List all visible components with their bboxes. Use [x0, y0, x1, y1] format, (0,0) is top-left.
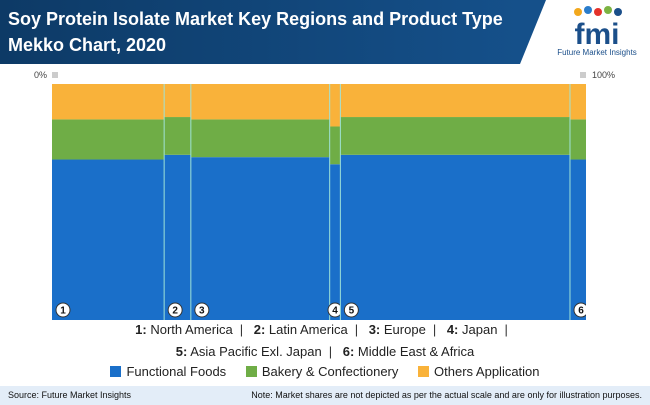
logo-mark: fmi — [575, 18, 620, 48]
legend-item-functional-foods: Functional Foods — [110, 364, 226, 379]
segment-region-2-series-0 — [164, 154, 191, 320]
legend-label-functional-foods: Functional Foods — [126, 364, 227, 379]
axis-ticks — [52, 72, 586, 78]
legend-swatch-functional-foods — [110, 366, 122, 377]
segment-region-1-series-2 — [52, 84, 165, 120]
legend-separator: | — [504, 322, 508, 337]
footer: Source: Future Market Insights Note: Mar… — [0, 386, 650, 405]
region-badge-3 — [194, 302, 210, 318]
regions-legend-row-2: 5: Asia Pacific Exl. Japan | 6: Middle Ea… — [0, 344, 650, 359]
region-2-name: Latin America — [268, 322, 348, 337]
region-badge-5 — [343, 302, 359, 318]
region-badge-label-5: 5 — [349, 306, 355, 317]
source-text: Source: Future Market Insights — [8, 390, 132, 400]
logo-name: Future Market Insights — [557, 48, 637, 57]
header: Soy Protein Isolate Market Key Regions a… — [0, 0, 650, 64]
segment-region-4-series-0 — [329, 164, 341, 320]
region-1-name: North America — [150, 322, 233, 337]
legend-swatch-bakery — [245, 366, 257, 377]
region-badge-label-3: 3 — [199, 306, 205, 317]
fmi-logo-graphic: fmi — [574, 6, 622, 51]
legend-separator: | — [354, 322, 359, 337]
legend-label-bakery: Bakery & Confectionery — [261, 364, 399, 379]
legend-separator: | — [239, 322, 244, 337]
axis-tick-right — [580, 72, 586, 78]
legend-label-others: Others Application — [434, 364, 540, 379]
chart-title-line-1: Soy Protein Isolate Market Key Regions a… — [8, 9, 503, 29]
region-badge-label-4: 4 — [332, 306, 338, 317]
region-badge-label-1: 1 — [60, 306, 66, 317]
axis-right-label: 100% — [592, 70, 616, 80]
segment-region-3-series-1 — [190, 119, 330, 158]
segment-region-1-series-1 — [52, 119, 165, 160]
title-band: Soy Protein Isolate Market Key Regions a… — [0, 0, 546, 64]
region-4-name: Japan — [462, 322, 498, 337]
region-1-num: 1: — [135, 322, 147, 337]
legend-swatch-others — [418, 366, 430, 377]
regions-legend-row-1: 1: North America | 2: Latin America | 3: E… — [0, 322, 650, 337]
segment-region-6-series-2 — [569, 84, 586, 120]
region-2-num: 2: — [253, 322, 266, 337]
axis-tick-left — [52, 72, 58, 78]
legend-item-bakery: Bakery & Confectionery — [245, 364, 399, 379]
segment-region-2-series-2 — [164, 84, 191, 118]
segment-region-3-series-0 — [190, 157, 330, 320]
segment-region-5-series-2 — [340, 84, 570, 118]
segment-region-3-series-2 — [190, 84, 330, 120]
segment-region-6-series-0 — [569, 159, 586, 320]
region-6-name: Middle East & Africa — [357, 344, 475, 359]
segment-region-5-series-0 — [340, 154, 570, 320]
region-badge-2 — [167, 302, 183, 318]
segment-region-1-series-0 — [52, 159, 165, 320]
segment-region-6-series-1 — [569, 119, 586, 160]
segment-region-5-series-1 — [340, 117, 570, 155]
region-4-num: 4: — [446, 322, 459, 337]
region-3-name: Europe — [383, 322, 426, 337]
region-badge-label-2: 2 — [172, 306, 178, 317]
region-5-num: 5: — [175, 344, 188, 359]
chart-title-line-2: Mekko Chart, 2020 — [8, 35, 167, 55]
chart-title: Soy Protein Isolate Market Key Regions a… — [8, 6, 508, 58]
legend-item-others: Others Application — [418, 364, 540, 379]
note-text: Note: Market shares are not depicted as … — [251, 390, 642, 400]
region-badge-label-6: 6 — [578, 306, 584, 317]
segment-region-4-series-2 — [329, 84, 341, 127]
segment-region-4-series-1 — [329, 126, 341, 165]
region-badge-6 — [573, 302, 586, 318]
region-badge-1 — [55, 302, 71, 318]
segment-region-2-series-1 — [164, 117, 191, 155]
axis-left-label: 0% — [34, 70, 48, 80]
region-3-num: 3: — [368, 322, 381, 337]
region-5-name: Asia Pacific Exl. Japan — [190, 344, 322, 359]
fmi-logo-icon: fmi Future Market Insights — [548, 4, 646, 60]
legend-separator: | — [432, 322, 437, 337]
series-legend: Functional Foods Bakery & Confectionery … — [0, 364, 650, 379]
region-6-num: 6: — [342, 344, 355, 359]
legend-separator: | — [328, 344, 333, 359]
